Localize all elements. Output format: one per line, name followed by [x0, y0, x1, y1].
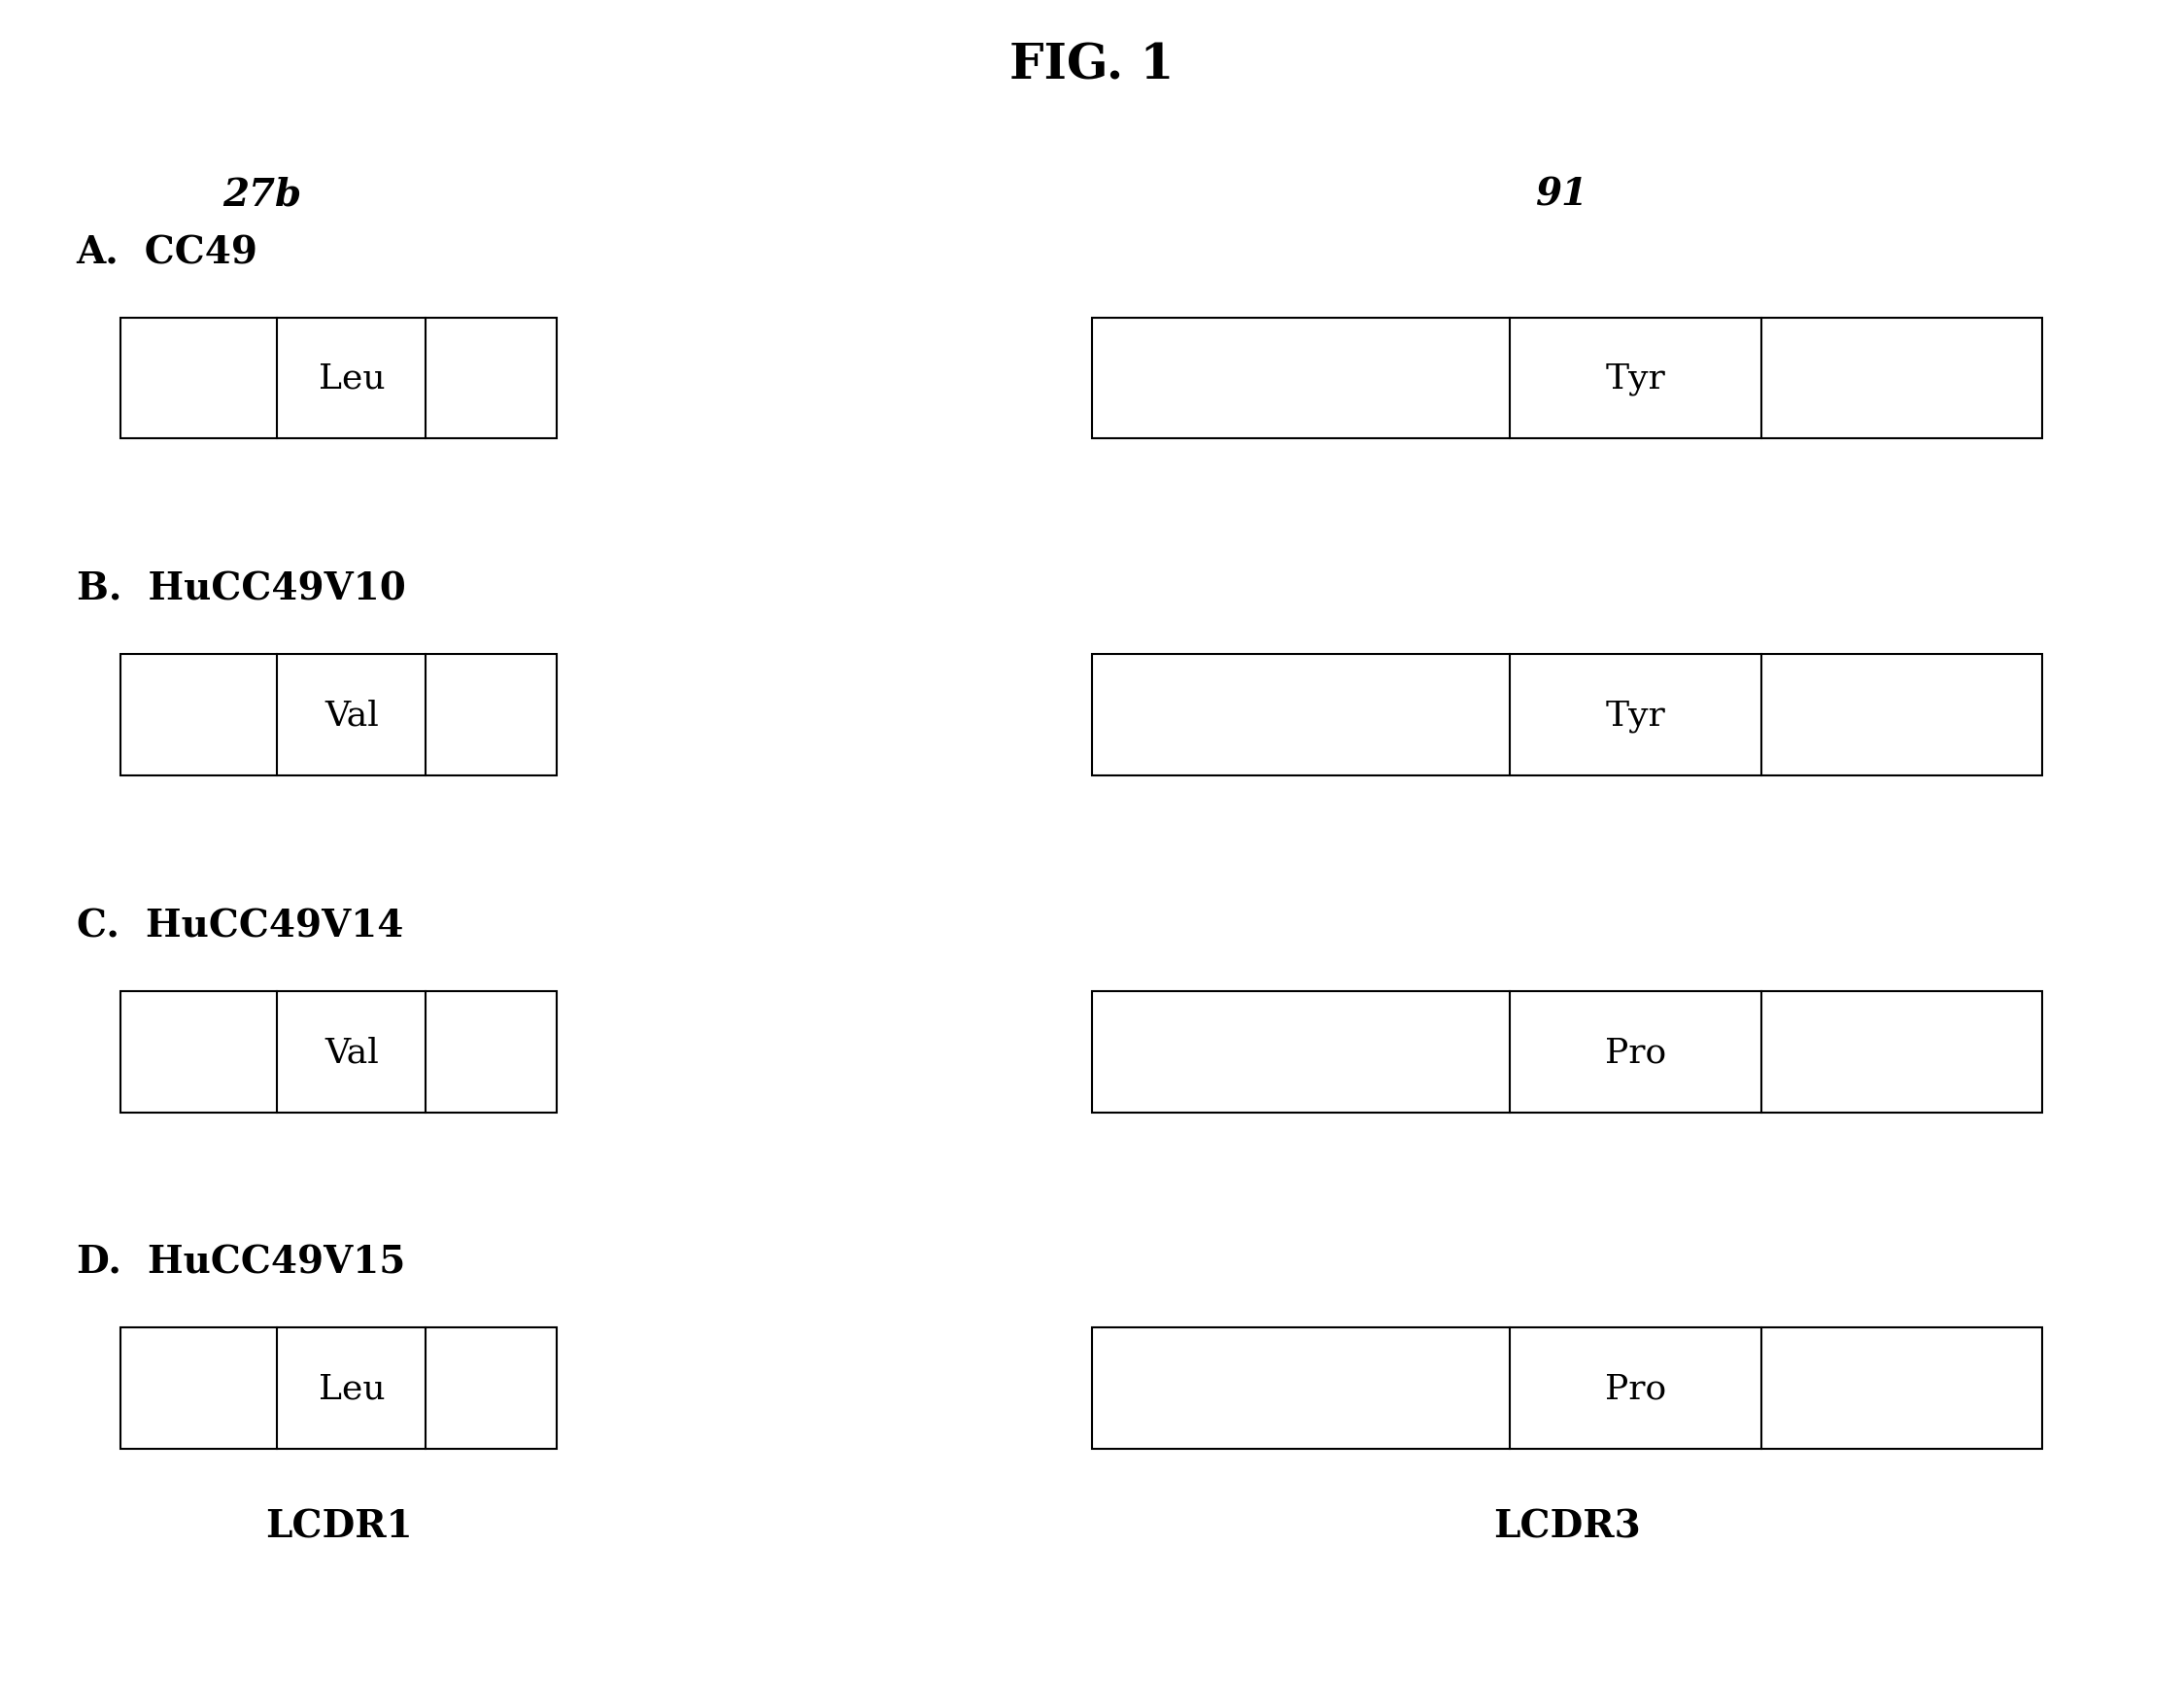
Text: Leu: Leu	[319, 1372, 384, 1405]
Text: 27b: 27b	[223, 177, 301, 214]
Text: C.  HuCC49V14: C. HuCC49V14	[76, 907, 404, 944]
Text: Tyr: Tyr	[1605, 698, 1666, 732]
Bar	[120, 991, 557, 1112]
Bar	[1092, 991, 2042, 1112]
Text: A.  CC49: A. CC49	[76, 234, 258, 271]
Text: Tyr: Tyr	[1605, 362, 1666, 396]
Text: 91: 91	[1535, 177, 1588, 214]
Text: B.  HuCC49V10: B. HuCC49V10	[76, 571, 406, 608]
Text: Pro: Pro	[1605, 1372, 1666, 1405]
Text: Pro: Pro	[1605, 1035, 1666, 1069]
Bar	[120, 655, 557, 776]
Bar	[1092, 1328, 2042, 1449]
Bar	[120, 1328, 557, 1449]
Text: D.  HuCC49V15: D. HuCC49V15	[76, 1244, 406, 1281]
Text: Leu: Leu	[319, 362, 384, 396]
Text: LCDR1: LCDR1	[264, 1508, 413, 1545]
Bar	[1092, 318, 2042, 439]
Text: Val: Val	[325, 698, 378, 732]
Text: LCDR3: LCDR3	[1494, 1508, 1640, 1545]
Text: FIG. 1: FIG. 1	[1009, 42, 1175, 89]
Bar	[120, 318, 557, 439]
Text: Val: Val	[325, 1035, 378, 1069]
Bar	[1092, 655, 2042, 776]
